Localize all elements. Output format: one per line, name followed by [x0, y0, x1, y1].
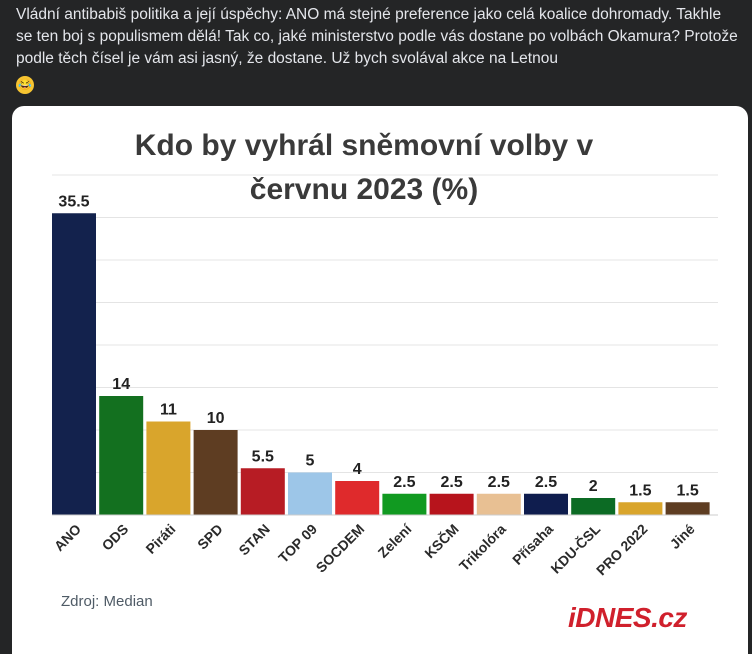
post-body: Vládní antibabiš politika a její úspěchy… [16, 6, 738, 67]
bar-11 [571, 498, 616, 515]
category-label-4: STAN [235, 521, 273, 559]
category-label-5: TOP 09 [275, 521, 320, 566]
value-label-6: 4 [353, 461, 362, 478]
bar-2 [146, 421, 191, 515]
bar-1 [99, 396, 144, 515]
category-label-7: Zelení [375, 520, 416, 561]
value-label-9: 2.5 [488, 474, 510, 491]
chart-image[interactable]: 35.5 ANO 14 ODS 11 Piráti 10 SPD 5.5 STAN 5 TOP 09 4… [12, 106, 748, 654]
bar-9 [476, 493, 521, 515]
category-label-6: SOCDEM [313, 521, 368, 576]
category-label-10: Přísaha [509, 521, 556, 568]
value-label-3: 10 [207, 410, 225, 427]
category-label-3: SPD [194, 521, 226, 553]
bar-3 [193, 430, 238, 515]
bar-4 [240, 468, 285, 515]
bar-13 [665, 502, 710, 515]
value-label-0: 35.5 [58, 193, 89, 210]
value-label-2: 11 [160, 402, 177, 419]
value-label-11: 2 [589, 478, 598, 495]
value-label-5: 5 [306, 453, 315, 470]
post-text: Vládní antibabiš politika a její úspěchy… [16, 4, 741, 94]
value-label-8: 2.5 [440, 474, 462, 491]
bar-8 [429, 493, 474, 515]
category-label-12: PRO 2022 [593, 521, 651, 579]
value-label-1: 14 [112, 376, 130, 393]
value-label-13: 1.5 [676, 482, 698, 499]
bar-10 [524, 493, 568, 515]
source-note: Zdroj: Median [61, 593, 153, 610]
chart-title: Kdo by vyhrál sněmovní volby v červnu 20… [134, 129, 594, 206]
bar-chart: 35.5 ANO 14 ODS 11 Piráti 10 SPD 5.5 STAN 5 TOP 09 4… [51, 174, 718, 579]
value-label-12: 1.5 [629, 482, 651, 499]
bar-12 [618, 502, 663, 515]
category-label-8: KSČM [421, 520, 462, 561]
laughing-tears-emoji-icon: 😂 [16, 76, 34, 94]
value-label-10: 2.5 [535, 474, 557, 491]
category-label-0: ANO [51, 521, 84, 554]
category-label-2: Piráti [142, 521, 178, 557]
bar-0 [52, 213, 96, 515]
bar-5 [288, 472, 332, 515]
category-label-9: Trikolóra [456, 521, 509, 574]
value-label-4: 5.5 [252, 448, 274, 465]
value-label-7: 2.5 [393, 474, 415, 491]
bar-6 [335, 481, 380, 515]
idnes-logo: iDNES.cz [568, 602, 687, 633]
category-label-1: ODS [99, 521, 132, 554]
bar-7 [382, 493, 427, 515]
category-label-13: Jiné [667, 521, 698, 552]
